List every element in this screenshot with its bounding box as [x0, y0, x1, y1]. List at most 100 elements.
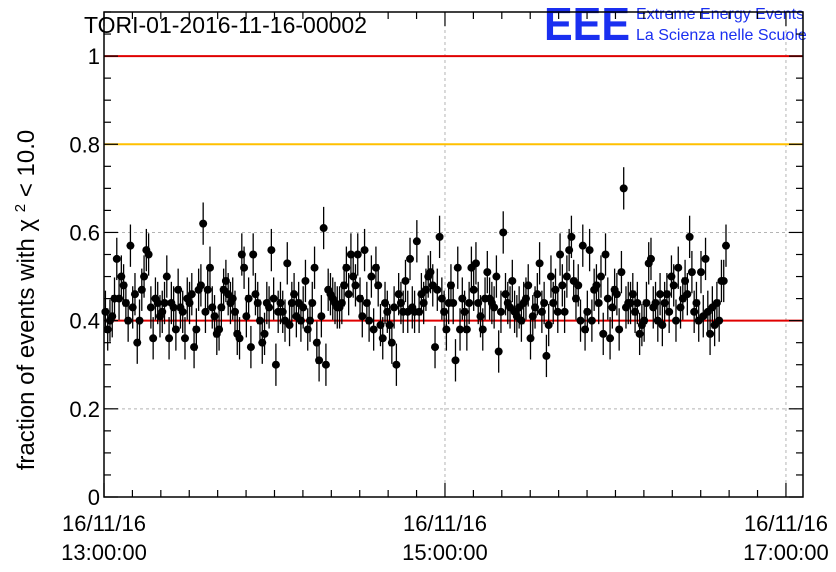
data-marker	[165, 334, 174, 343]
data-marker	[244, 294, 253, 303]
data-point	[199, 202, 208, 245]
data-point	[533, 273, 542, 316]
data-point	[260, 312, 269, 356]
data-point	[469, 268, 478, 311]
data-marker	[715, 316, 724, 325]
data-point	[508, 259, 517, 303]
data-point	[585, 228, 594, 272]
x-tick-label-date: 16/11/16	[403, 511, 487, 536]
data-marker	[721, 241, 730, 250]
data-point	[299, 286, 308, 329]
data-marker	[412, 237, 421, 246]
data-point	[205, 246, 214, 289]
data-marker	[483, 268, 492, 277]
data-marker	[603, 294, 612, 303]
data-point	[456, 308, 465, 351]
data-point	[178, 290, 187, 333]
data-marker	[535, 259, 544, 268]
data-marker	[496, 307, 505, 316]
data-point	[574, 264, 583, 307]
data-point	[615, 308, 624, 351]
data-marker	[585, 246, 594, 255]
data-point	[140, 255, 149, 298]
data-point	[451, 339, 460, 382]
data-marker	[612, 290, 621, 299]
data-point	[683, 273, 692, 316]
data-marker	[576, 316, 585, 325]
data-point	[606, 317, 615, 360]
data-marker	[267, 246, 276, 255]
data-point	[406, 237, 415, 281]
logo-line-1: Extreme Energy Events	[636, 6, 804, 23]
x-tick-label-date: 16/11/16	[744, 511, 828, 536]
data-point	[321, 343, 330, 386]
data-point	[433, 268, 442, 311]
data-point	[612, 273, 621, 316]
data-marker	[606, 334, 615, 343]
data-marker	[390, 303, 399, 312]
data-marker	[140, 272, 149, 281]
data-marker	[633, 299, 642, 307]
data-point	[544, 303, 553, 347]
data-marker	[246, 343, 255, 352]
data-point	[567, 215, 576, 259]
data-marker	[353, 250, 362, 259]
data-marker	[619, 184, 628, 193]
logo-line-2: La Scienza nelle Scuole	[636, 27, 807, 44]
data-marker	[299, 303, 308, 312]
data-point	[583, 290, 592, 333]
data-point	[478, 308, 487, 351]
data-marker	[696, 268, 705, 277]
data-marker	[205, 263, 214, 272]
data-point	[308, 281, 317, 325]
data-point	[112, 237, 121, 281]
data-point	[524, 264, 533, 307]
data-point	[249, 233, 258, 276]
data-point	[596, 255, 605, 298]
data-point	[310, 246, 319, 289]
data-point	[492, 255, 501, 298]
data-marker	[656, 290, 665, 299]
data-point	[562, 255, 571, 298]
data-point	[619, 167, 628, 210]
data-point	[719, 259, 728, 303]
data-marker	[249, 250, 258, 259]
data-point	[401, 259, 410, 303]
data-point	[449, 281, 458, 325]
data-marker	[553, 307, 562, 316]
data-point	[126, 224, 135, 267]
data-point	[374, 264, 383, 307]
data-marker	[144, 250, 153, 259]
data-point	[315, 339, 324, 382]
data-point	[412, 220, 421, 263]
eee-logo-mark: EEE	[544, 0, 630, 50]
data-marker	[453, 263, 462, 272]
data-point	[435, 215, 444, 259]
data-point	[494, 330, 503, 373]
data-point	[646, 237, 655, 281]
data-marker	[392, 360, 401, 369]
y-tick-label: 0.2	[69, 397, 100, 422]
data-marker	[162, 272, 171, 281]
data-marker	[706, 329, 715, 338]
data-marker	[374, 281, 383, 290]
data-marker	[180, 334, 189, 343]
data-marker	[149, 334, 158, 343]
data-point	[124, 299, 133, 342]
data-marker	[687, 268, 696, 277]
data-marker	[321, 360, 330, 369]
data-point	[462, 308, 471, 351]
data-marker	[540, 299, 549, 307]
y-axis-label-suffix: < 10.0	[13, 130, 40, 197]
data-marker	[308, 299, 317, 307]
data-point	[578, 224, 587, 267]
data-point	[135, 299, 144, 342]
data-marker	[471, 259, 480, 268]
data-point	[453, 246, 462, 289]
y-tick-label: 0.4	[69, 309, 100, 334]
y-tick-label: 0	[88, 485, 100, 510]
data-point	[271, 343, 280, 386]
data-marker	[271, 360, 280, 369]
